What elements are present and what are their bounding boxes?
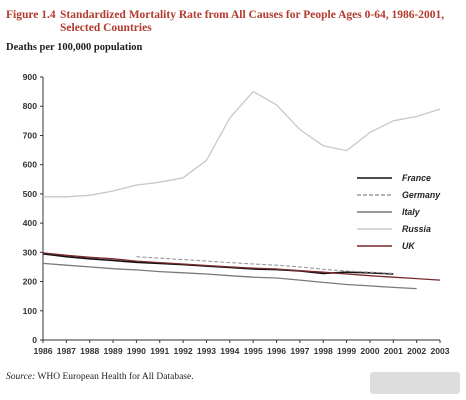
x-tick-label: 1988: [80, 346, 99, 356]
x-tick-label: 2000: [360, 346, 379, 356]
x-tick-label: 1991: [150, 346, 169, 356]
x-tick-label: 1993: [197, 346, 216, 356]
series-line-uk: [42, 252, 441, 281]
x-tick-label: 1989: [103, 346, 122, 356]
y-axis-label: Deaths per 100,000 population: [6, 42, 143, 53]
watermark-logo: [370, 372, 460, 394]
x-tick-label: 1994: [220, 346, 239, 356]
x-tick-label: 1998: [314, 346, 333, 356]
x-tick-label: 1995: [244, 346, 263, 356]
chart-title: Standardized Mortality Rate from All Cau…: [60, 9, 445, 34]
y-tick-label: 800: [23, 101, 38, 111]
y-tick-label: 100: [23, 306, 38, 316]
y-tick-label: 400: [23, 218, 38, 228]
series-line-russia: [43, 90, 441, 198]
series-line-germany: [136, 256, 394, 274]
legend-label-russia: Russia: [402, 224, 431, 234]
source-text: WHO European Health for All Database.: [35, 372, 194, 382]
x-tick-label: 2002: [407, 346, 426, 356]
y-tick-label: 300: [23, 247, 38, 257]
x-tick-label: 1987: [57, 346, 76, 356]
y-tick-label: 0: [32, 335, 37, 345]
x-tick-label: 1986: [33, 346, 52, 356]
source-prefix: Source:: [6, 372, 36, 382]
x-tick-label: 1997: [290, 346, 309, 356]
series-line-italy: [42, 262, 417, 290]
x-tick-label: 1999: [337, 346, 356, 356]
legend-label-uk: UK: [402, 241, 415, 251]
legend-label-italy: Italy: [402, 207, 421, 217]
y-tick-label: 900: [23, 72, 38, 82]
y-tick-label: 200: [23, 277, 38, 287]
y-tick-label: 700: [23, 130, 38, 140]
x-tick-label: 2003: [430, 346, 449, 356]
figure-label: Figure 1.4: [6, 9, 56, 21]
x-tick-label: 1992: [174, 346, 193, 356]
source-note: Source: WHO European Health for All Data…: [6, 372, 194, 382]
legend-label-france: France: [402, 173, 431, 183]
x-tick-label: 2001: [384, 346, 403, 356]
y-tick-label: 500: [23, 189, 38, 199]
y-tick-label: 600: [23, 160, 38, 170]
x-tick-label: 1996: [267, 346, 286, 356]
legend-label-germany: Germany: [402, 190, 441, 200]
x-tick-label: 1990: [127, 346, 146, 356]
